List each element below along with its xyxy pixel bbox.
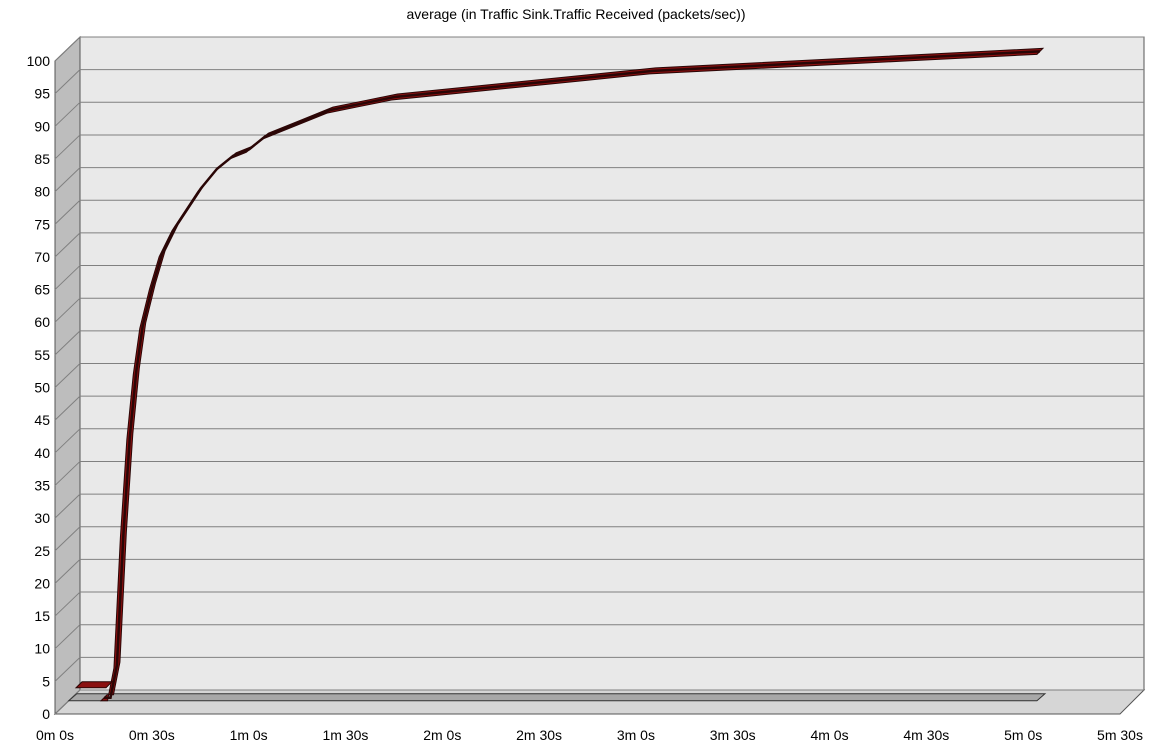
gridline-side xyxy=(54,232,81,258)
gridline-side xyxy=(54,395,81,421)
x-tick-label: 0m 30s xyxy=(129,727,175,743)
y-tick-label: 100 xyxy=(27,53,51,69)
y-tick-label: 20 xyxy=(34,575,50,591)
gridline-side xyxy=(54,428,81,454)
y-tick-label: 30 xyxy=(34,510,50,526)
y-tick-label: 15 xyxy=(34,608,50,624)
x-tick-label: 0m 0s xyxy=(36,727,74,743)
y-tick-label: 25 xyxy=(34,543,50,559)
x-tick-label: 4m 0s xyxy=(810,727,848,743)
y-tick-label: 70 xyxy=(34,249,50,265)
y-tick-label: 5 xyxy=(42,673,50,689)
x-tick-label: 1m 30s xyxy=(322,727,368,743)
series-baseline xyxy=(67,693,1047,702)
x-tick-label: 3m 30s xyxy=(710,727,756,743)
gridline-side xyxy=(54,134,81,160)
y-tick-label: 85 xyxy=(34,151,50,167)
gridline-side xyxy=(54,624,81,650)
y-tick-label: 50 xyxy=(34,380,50,396)
gridline-side xyxy=(54,363,81,388)
y-tick-label: 60 xyxy=(34,314,50,330)
x-tick-label: 5m 0s xyxy=(1004,727,1042,743)
x-tick-label: 2m 0s xyxy=(423,727,461,743)
gridline-side xyxy=(54,297,81,323)
gridline-side xyxy=(54,656,81,682)
y-tick-label: 35 xyxy=(34,477,50,493)
y-tick-label: 80 xyxy=(34,184,50,200)
y-tick-label: 65 xyxy=(34,282,50,298)
y-tick-label: 40 xyxy=(34,445,50,461)
y-tick-label: 95 xyxy=(34,86,50,102)
y-tick-label: 10 xyxy=(34,641,50,657)
y-tick-label: 75 xyxy=(34,216,50,232)
y-tick-label: 0 xyxy=(42,706,50,722)
x-tick-label: 1m 0s xyxy=(230,727,268,743)
gridline-side xyxy=(54,265,81,290)
x-tick-label: 4m 30s xyxy=(903,727,949,743)
y-tick-label: 55 xyxy=(34,347,50,363)
gridline-side xyxy=(54,167,81,192)
gridline-side xyxy=(54,199,81,225)
gridline-side xyxy=(54,493,81,519)
y-tick-label: 45 xyxy=(34,412,50,428)
x-tick-label: 2m 30s xyxy=(516,727,562,743)
gridline-side xyxy=(54,591,81,617)
chart-title: average (in Traffic Sink.Traffic Receive… xyxy=(406,6,746,22)
gridline-side xyxy=(54,461,81,486)
x-tick-label: 5m 30s xyxy=(1097,727,1143,743)
gridline-side xyxy=(54,101,81,127)
gridline-side xyxy=(54,526,81,552)
gridline-side xyxy=(54,69,81,95)
series-line-start xyxy=(74,681,114,689)
gridline-side xyxy=(54,330,81,356)
gridline-side xyxy=(54,36,81,62)
gridline-side xyxy=(54,559,81,584)
series-line xyxy=(104,50,1040,700)
y-tick-label: 90 xyxy=(34,118,50,134)
x-tick-label: 3m 0s xyxy=(617,727,655,743)
